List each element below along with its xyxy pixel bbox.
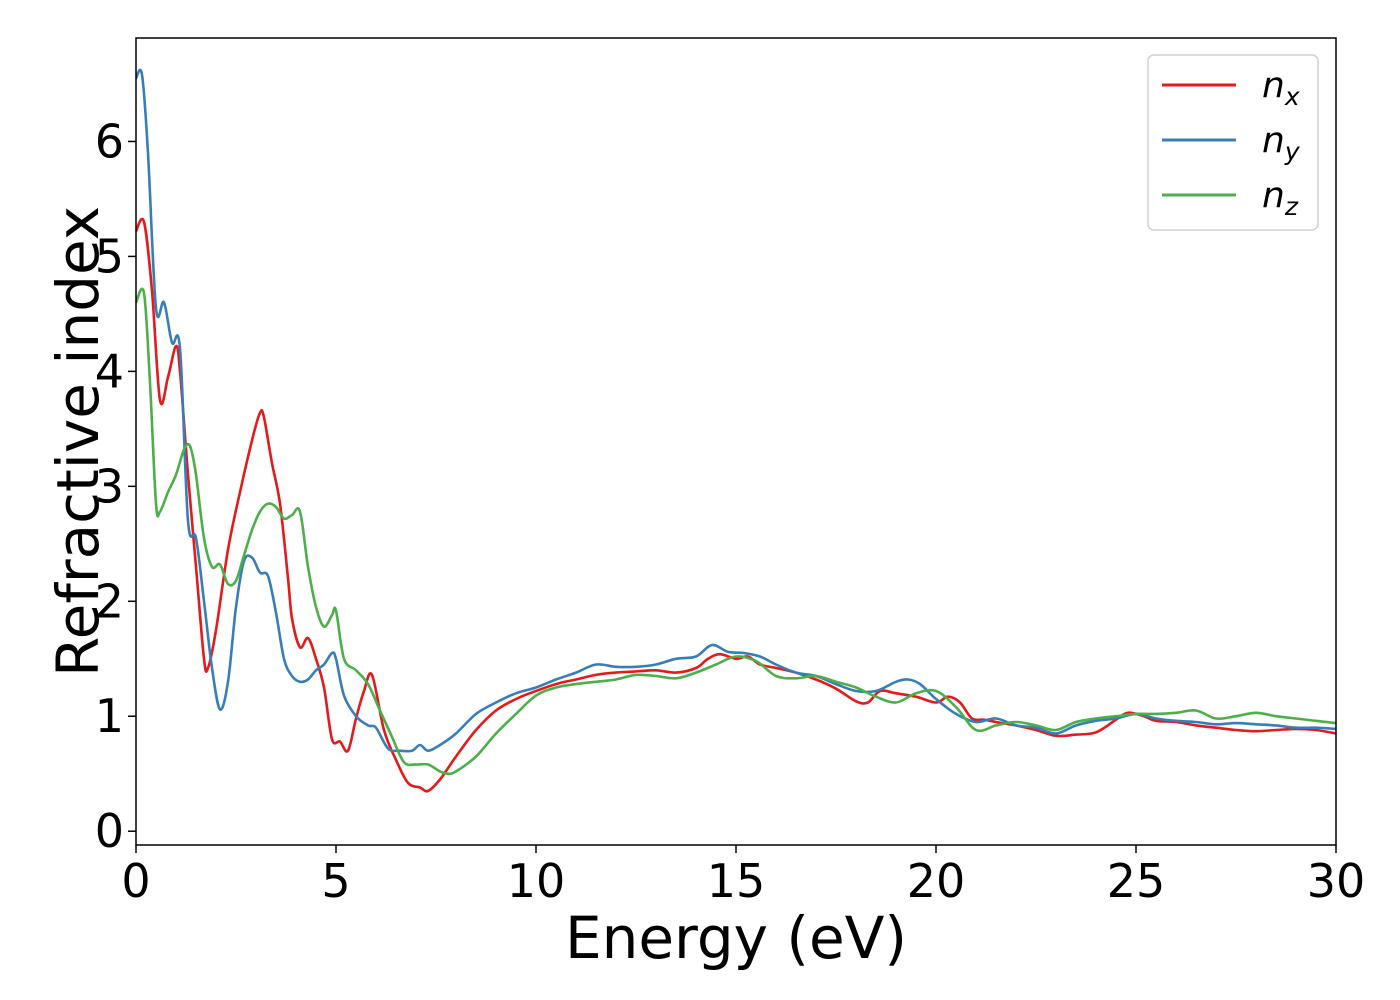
y-axis-label: Refractive index xyxy=(44,206,112,677)
legend-label-x: nx xyxy=(1262,65,1300,111)
x-tick-label: 10 xyxy=(507,854,566,908)
y-tick-label: 6 xyxy=(95,114,124,168)
series-line-y xyxy=(134,68,1337,753)
y-tick-label: 1 xyxy=(95,689,124,743)
legend-label-z: nz xyxy=(1262,175,1299,221)
x-tick-label: 0 xyxy=(121,854,150,908)
x-tick-label: 15 xyxy=(707,854,766,908)
series-line-z xyxy=(134,287,1337,776)
x-tick-label: 25 xyxy=(1107,854,1166,908)
y-tick-label: 5 xyxy=(95,229,124,283)
y-tick-label: 2 xyxy=(95,574,124,628)
series-line-x xyxy=(134,217,1337,793)
x-axis: 0 5 10 15 20 25 30 xyxy=(121,845,1365,908)
y-tick-label: 4 xyxy=(95,344,124,398)
legend-box xyxy=(1147,54,1319,231)
y-tick-label: 3 xyxy=(95,459,124,513)
x-tick-label: 20 xyxy=(907,854,966,908)
x-axis-label: Energy (eV) xyxy=(565,904,907,972)
x-tick-label: 30 xyxy=(1307,854,1366,908)
legend: nx ny nz xyxy=(1147,54,1319,231)
y-axis: 0 1 2 3 4 5 6 xyxy=(95,114,136,858)
y-tick-label: 0 xyxy=(95,804,124,858)
legend-label-y: ny xyxy=(1262,120,1301,166)
series-layer xyxy=(134,68,1337,793)
x-tick-label: 5 xyxy=(321,854,350,908)
